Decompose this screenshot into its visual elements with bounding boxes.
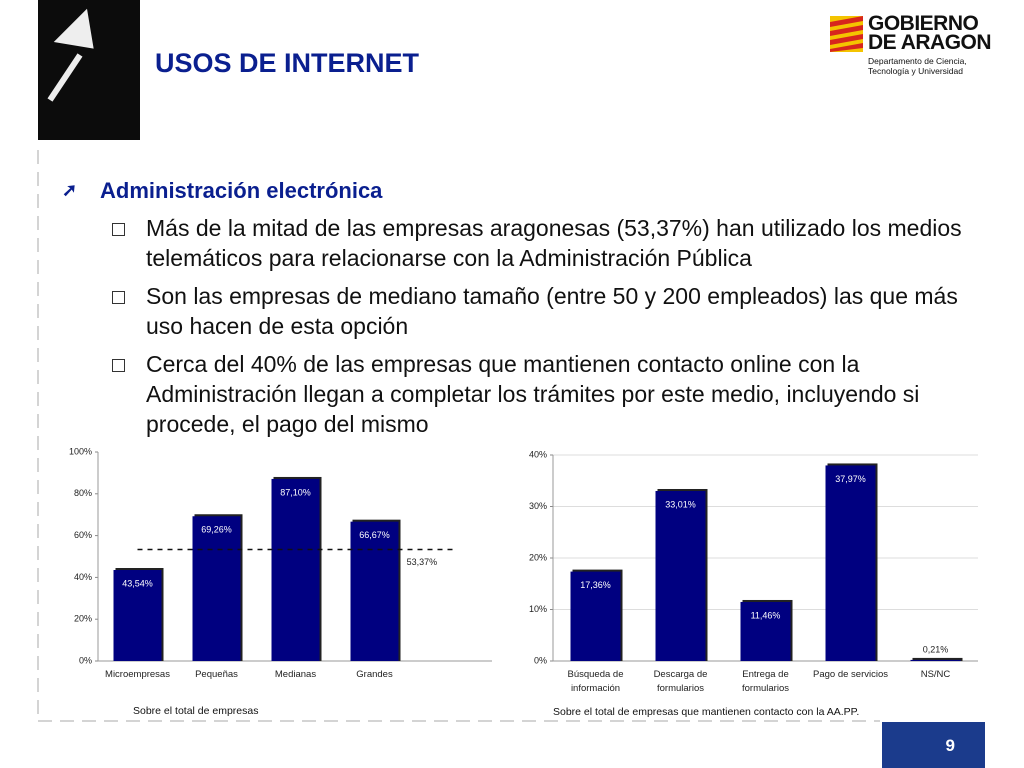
department: Departamento de Ciencia, Tecnología y Uni… xyxy=(868,56,967,76)
bar-shadow xyxy=(912,657,963,661)
bullet-square xyxy=(112,291,125,304)
slide-title: USOS DE INTERNET xyxy=(155,48,420,78)
chart-note: Sobre el total de empresas que mantienen… xyxy=(553,706,860,718)
value-label: 0,21% xyxy=(923,644,949,654)
x-tick-label: Medianas xyxy=(274,669,317,680)
page-number: 9 xyxy=(882,722,985,768)
y-tick-label: 20% xyxy=(529,552,547,562)
value-label: 66,67% xyxy=(359,530,390,540)
y-tick-label: 60% xyxy=(74,530,92,540)
bullet-heading: Administración electrónica xyxy=(100,178,383,203)
value-label: 17,36% xyxy=(580,580,611,590)
x-tick-label: Microempresas xyxy=(105,669,170,680)
bullet-item: Son las empresas de mediano tamaño (entr… xyxy=(146,283,958,339)
chart-note: Sobre el total de empresas xyxy=(133,705,259,717)
bullet-square xyxy=(112,359,125,372)
y-tick-label: 10% xyxy=(529,604,547,614)
bar xyxy=(655,490,706,661)
y-tick-label: 40% xyxy=(529,449,547,459)
value-label: 69,26% xyxy=(201,525,232,535)
bullet-square xyxy=(112,223,125,236)
bar xyxy=(910,659,961,661)
x-tick-label: Pequeñas xyxy=(195,669,238,680)
y-tick-label: 20% xyxy=(74,614,92,624)
bar xyxy=(740,601,791,661)
department-line: Tecnología y Universidad xyxy=(868,66,963,76)
bar xyxy=(570,571,621,661)
value-label: 87,10% xyxy=(280,487,311,497)
x-tick-label: NS/NC xyxy=(920,669,951,680)
value-label: 37,97% xyxy=(835,474,866,484)
logo-line: GOBIERNO xyxy=(868,12,979,35)
logo-text: GOBIERNO DE ARAGON xyxy=(868,12,992,54)
logo-line: DE ARAGON xyxy=(868,31,992,54)
x-tick-label: Pago de servicios xyxy=(813,669,888,680)
bullet-item: Cerca del 40% de las empresas que mantie… xyxy=(146,351,920,437)
bar xyxy=(192,516,241,661)
x-tick-label: Descarga de formularios xyxy=(653,669,708,694)
value-label: 11,46% xyxy=(751,610,781,620)
bar xyxy=(350,521,399,661)
bar xyxy=(825,465,876,661)
y-tick-label: 80% xyxy=(74,488,92,498)
y-tick-label: 30% xyxy=(529,501,547,511)
bullet-item: Más de la mitad de las empresas aragones… xyxy=(146,215,962,271)
bar xyxy=(113,570,162,661)
x-tick-label: Grandes xyxy=(356,669,393,680)
value-label: 43,54% xyxy=(122,578,153,588)
value-label: 33,01% xyxy=(665,499,696,509)
y-tick-label: 0% xyxy=(79,655,92,665)
department-line: Departamento de Ciencia, xyxy=(868,56,967,66)
y-tick-label: 40% xyxy=(74,572,92,582)
bullet-icon: ➚ xyxy=(62,180,78,200)
reference-label: 53,37% xyxy=(407,557,438,567)
x-tick-label: Búsqueda de información xyxy=(567,669,624,694)
x-tick-label: Entrega de formularios xyxy=(742,669,789,694)
bar xyxy=(271,478,320,661)
y-tick-label: 0% xyxy=(534,655,547,665)
y-tick-label: 100% xyxy=(69,446,92,456)
corner-arrow xyxy=(47,8,94,102)
logo-mark xyxy=(830,16,863,52)
